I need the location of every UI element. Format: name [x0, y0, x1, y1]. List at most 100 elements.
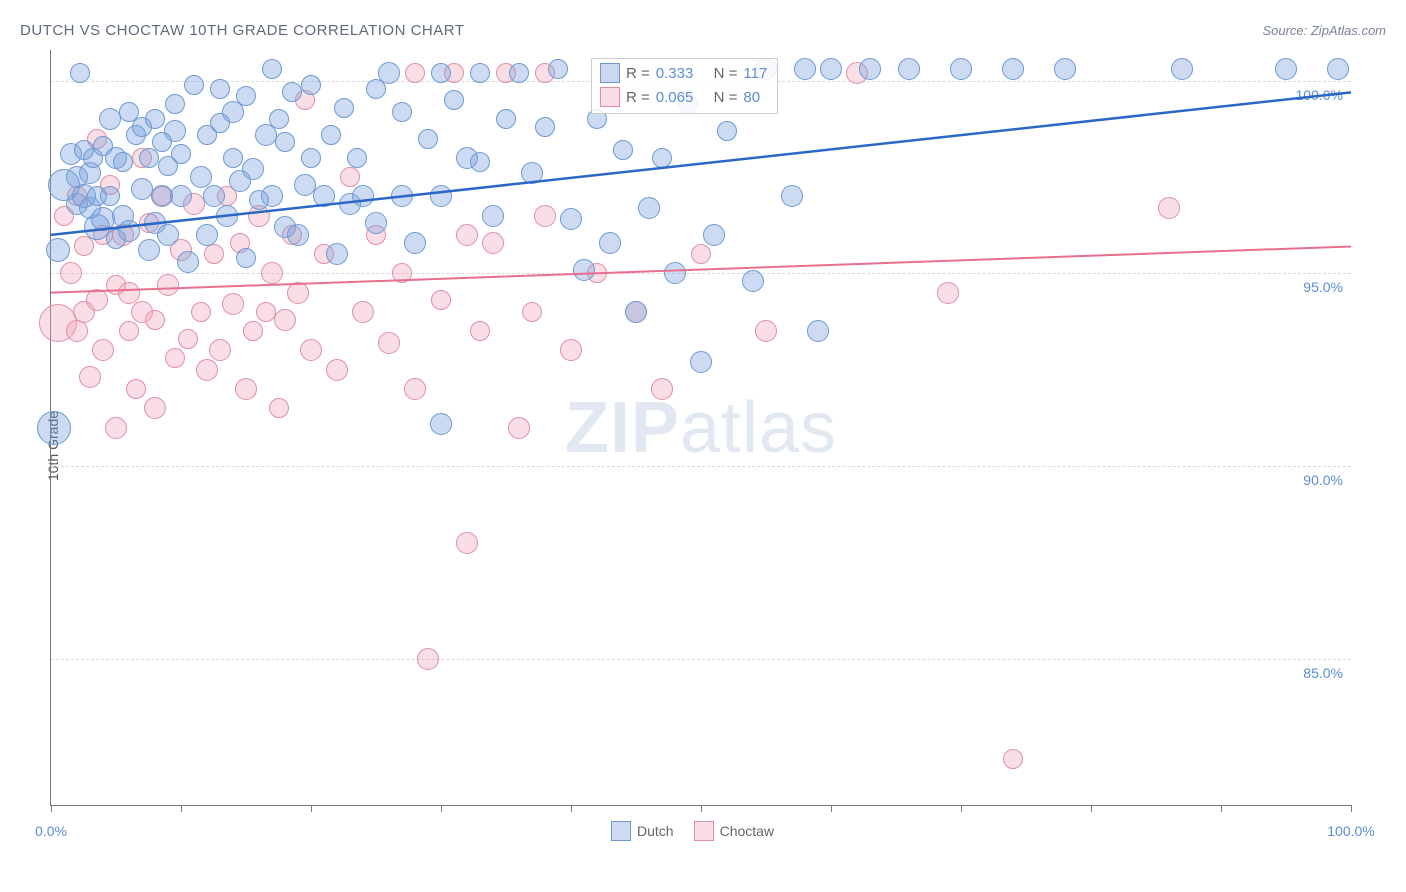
dutch-point — [378, 62, 400, 84]
dutch-point — [613, 140, 633, 160]
y-tick-label: 95.0% — [1303, 279, 1343, 295]
choctaw-point — [287, 282, 309, 304]
dutch-point — [521, 162, 543, 184]
dutch-point — [326, 243, 348, 265]
dutch-point — [100, 186, 120, 206]
dutch-point — [269, 109, 289, 129]
dutch-point — [99, 108, 121, 130]
legend-label: Dutch — [637, 823, 674, 839]
choctaw-point — [274, 309, 296, 331]
correlation-stats-box: R = 0.333 N = 117R = 0.065 N = 80 — [591, 58, 778, 114]
choctaw-point — [66, 320, 88, 342]
dutch-point — [430, 185, 452, 207]
dutch-point — [1171, 58, 1193, 80]
y-tick-label: 100.0% — [1296, 87, 1343, 103]
dutch-point — [742, 270, 764, 292]
choctaw-point — [196, 359, 218, 381]
x-tick — [701, 805, 702, 812]
plot-area: ZIPatlas 85.0%90.0%95.0%100.0%0.0%100.0%… — [50, 50, 1351, 806]
dutch-point — [261, 185, 283, 207]
choctaw-point — [261, 262, 283, 284]
choctaw-point — [534, 205, 556, 227]
dutch-point — [170, 185, 192, 207]
dutch-point — [164, 120, 186, 142]
dutch-point — [165, 94, 185, 114]
dutch-point — [196, 224, 218, 246]
choctaw-point — [157, 274, 179, 296]
dutch-point — [157, 224, 179, 246]
choctaw-point — [92, 339, 114, 361]
legend-label: Choctaw — [720, 823, 774, 839]
x-tick — [311, 805, 312, 812]
choctaw-point — [508, 417, 530, 439]
dutch-point — [236, 86, 256, 106]
dutch-legend-swatch-icon — [611, 821, 631, 841]
x-tick — [51, 805, 52, 812]
watermark: ZIPatlas — [565, 387, 837, 469]
dutch-point — [418, 129, 438, 149]
dutch-point — [625, 301, 647, 323]
dutch-point — [113, 152, 133, 172]
choctaw-point — [105, 417, 127, 439]
dutch-point — [1002, 58, 1024, 80]
dutch-point — [548, 59, 568, 79]
x-tick — [1351, 805, 1352, 812]
dutch-point — [794, 58, 816, 80]
dutch-point — [391, 185, 413, 207]
choctaw-point — [79, 366, 101, 388]
choctaw-point — [191, 302, 211, 322]
dutch-point — [223, 148, 243, 168]
dutch-point — [431, 63, 451, 83]
dutch-point — [37, 411, 71, 445]
n-label: N = — [714, 89, 738, 106]
dutch-point — [190, 166, 212, 188]
dutch-point — [313, 185, 335, 207]
r-label: R = — [626, 65, 650, 82]
r-value: 0.065 — [656, 89, 694, 106]
dutch-point — [1054, 58, 1076, 80]
choctaw-point — [456, 532, 478, 554]
dutch-point — [392, 102, 412, 122]
x-tick-label: 100.0% — [1327, 823, 1374, 839]
choctaw-point — [326, 359, 348, 381]
dutch-point — [365, 212, 387, 234]
choctaw-point — [691, 244, 711, 264]
dutch-point — [470, 63, 490, 83]
source-label: Source: ZipAtlas.com — [1262, 23, 1386, 38]
gridline — [51, 273, 1351, 274]
dutch-point — [470, 152, 490, 172]
x-tick — [571, 805, 572, 812]
choctaw-point — [86, 289, 108, 311]
choctaw-point — [243, 321, 263, 341]
dutch-point — [210, 79, 230, 99]
dutch-point — [560, 208, 582, 230]
dutch-point — [535, 117, 555, 137]
choctaw-point — [392, 263, 412, 283]
choctaw-point — [178, 329, 198, 349]
dutch-point — [138, 239, 160, 261]
dutch-point — [820, 58, 842, 80]
dutch-point — [717, 121, 737, 141]
choctaw-point — [256, 302, 276, 322]
dutch-point — [781, 185, 803, 207]
x-tick-label: 0.0% — [35, 823, 67, 839]
dutch-point — [70, 63, 90, 83]
choctaw-point — [204, 244, 224, 264]
dutch-point — [599, 232, 621, 254]
r-value: 0.333 — [656, 65, 694, 82]
y-tick-label: 85.0% — [1303, 665, 1343, 681]
choctaw-point — [209, 339, 231, 361]
r-label: R = — [626, 89, 650, 106]
stats-row-choctaw: R = 0.065 N = 80 — [598, 85, 769, 109]
dutch-point — [807, 320, 829, 342]
choctaw-point — [1003, 749, 1023, 769]
dutch-point — [242, 158, 264, 180]
x-tick — [181, 805, 182, 812]
gridline — [51, 466, 1351, 467]
dutch-point — [664, 262, 686, 284]
dutch-point — [287, 224, 309, 246]
n-label: N = — [714, 65, 738, 82]
choctaw-point — [352, 301, 374, 323]
choctaw-point — [144, 397, 166, 419]
choctaw-point — [417, 648, 439, 670]
